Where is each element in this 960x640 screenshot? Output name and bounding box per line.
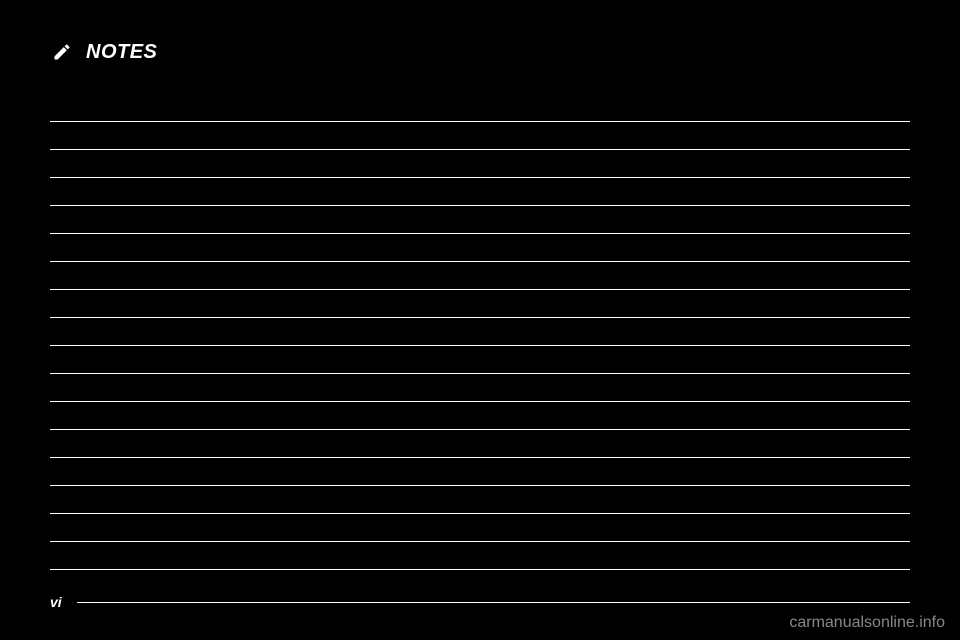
note-line [50, 150, 910, 178]
footer: vi [50, 594, 910, 610]
note-line [50, 458, 910, 486]
note-line [50, 262, 910, 290]
pencil-icon [50, 40, 74, 64]
header: NOTES [50, 40, 910, 64]
note-line [50, 486, 910, 514]
watermark: carmanualsonline.info [789, 614, 945, 632]
note-line [50, 346, 910, 374]
footer-line [77, 602, 910, 603]
notes-title: NOTES [86, 41, 157, 64]
note-line [50, 318, 910, 346]
note-line [50, 206, 910, 234]
note-line [50, 374, 910, 402]
page-number: vi [50, 594, 62, 610]
note-line [50, 234, 910, 262]
note-line [50, 290, 910, 318]
note-line [50, 430, 910, 458]
note-line [50, 122, 910, 150]
note-line [50, 542, 910, 570]
note-line [50, 178, 910, 206]
note-line [50, 402, 910, 430]
notes-lines-container [50, 94, 910, 570]
note-line [50, 94, 910, 122]
page-container: NOTES vi [0, 0, 960, 640]
note-line [50, 514, 910, 542]
